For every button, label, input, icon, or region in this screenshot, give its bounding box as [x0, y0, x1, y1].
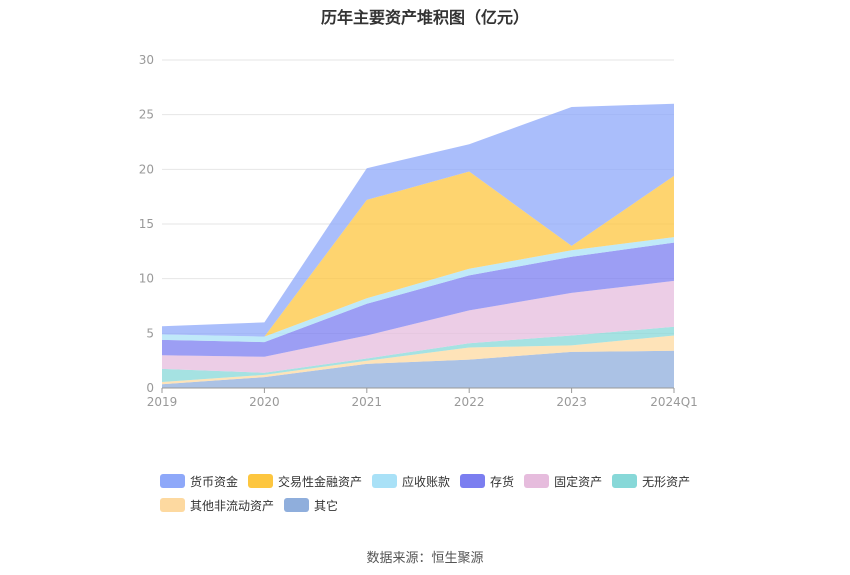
y-tick-label: 10	[139, 272, 154, 286]
legend-item[interactable]: 交易性金融资产	[248, 473, 362, 489]
legend-item[interactable]: 存货	[460, 473, 514, 489]
legend-item[interactable]: 固定资产	[524, 473, 602, 489]
area-series-2	[162, 326, 674, 382]
y-tick-label: 15	[139, 217, 154, 231]
legend-item[interactable]: 其他非流动资产	[160, 497, 274, 513]
legend-swatch	[248, 474, 274, 488]
legend-swatch	[372, 474, 398, 488]
legend-label: 交易性金融资产	[278, 474, 363, 489]
x-tick-label: 2021	[352, 395, 383, 409]
legend-item[interactable]: 其它	[284, 497, 338, 513]
legend-label: 其他非流动资产	[190, 498, 275, 513]
chart-title: 历年主要资产堆积图（亿元）	[320, 8, 529, 27]
legend-swatch	[524, 474, 550, 488]
area-series-3	[162, 280, 674, 373]
legend-label: 存货	[490, 474, 515, 489]
area-series-0	[162, 350, 674, 388]
area-series	[162, 103, 674, 388]
legend-swatch	[284, 498, 310, 512]
axes: 2019 2020 2021 2022 2023 2024Q1	[147, 387, 698, 409]
area-series-6	[162, 171, 674, 337]
area-series-7	[162, 103, 674, 337]
y-tick-label: 0	[146, 381, 154, 395]
y-tick-label: 5	[146, 326, 154, 340]
legend-item[interactable]: 应收账款	[372, 473, 450, 489]
area-series-4	[162, 242, 674, 357]
legend-swatch	[460, 474, 486, 488]
legend-label: 应收账款	[402, 474, 451, 489]
legend-label: 货币资金	[190, 474, 239, 489]
x-tick-label: 2020	[249, 395, 280, 409]
x-tick-label: 2019	[147, 395, 178, 409]
y-tick-label: 25	[139, 108, 154, 122]
y-tick-label: 20	[139, 162, 154, 176]
area-series-5	[162, 237, 674, 343]
area-series-1	[162, 335, 674, 385]
x-tick-label: 2023	[556, 395, 587, 409]
legend-label: 无形资产	[642, 474, 691, 489]
legend: 货币资金 交易性金融资产 应收账款 存货 固定资产 无形资产其他非流动资产 其它	[160, 473, 720, 521]
x-tick-label: 2022	[454, 395, 485, 409]
legend-label: 其它	[314, 498, 339, 513]
legend-item[interactable]: 无形资产	[612, 473, 690, 489]
x-tick-label: 2024Q1	[650, 395, 698, 409]
legend-swatch	[612, 474, 638, 488]
legend-swatch	[160, 498, 185, 512]
legend-label: 固定资产	[554, 474, 603, 489]
legend-swatch	[160, 474, 185, 488]
legend-item[interactable]: 货币资金	[160, 473, 238, 489]
y-tick-label: 30	[139, 53, 154, 67]
stacked-area-chart: 0 5 10 15 20 25 30 2019 2020 2021 2022 2023 2024Q1	[139, 53, 698, 409]
data-source-note: 数据来源：恒生聚源	[366, 551, 484, 566]
